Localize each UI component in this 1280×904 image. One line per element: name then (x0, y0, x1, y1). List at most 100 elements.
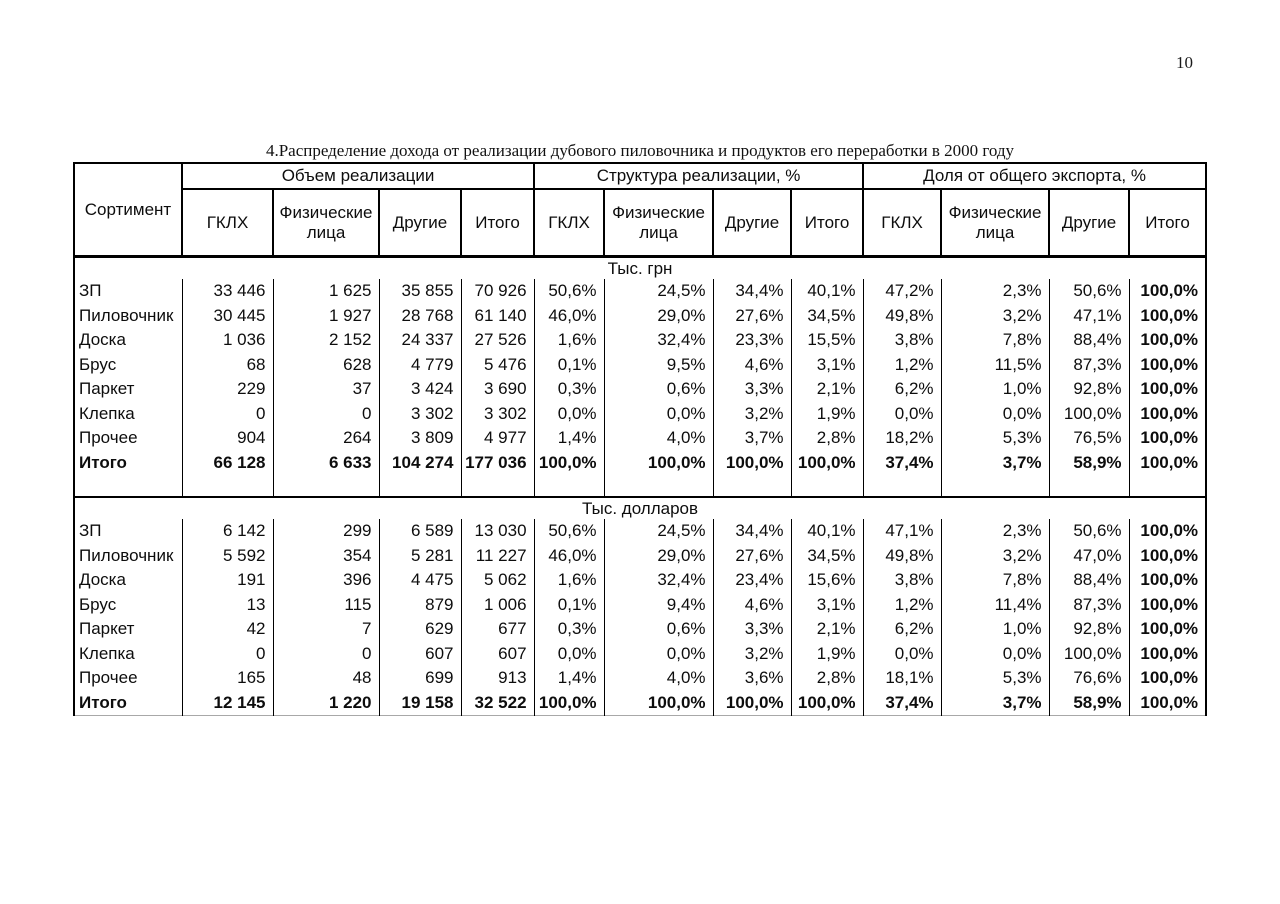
cell-value: 27 526 (460, 328, 535, 353)
table-row: Брус 68 628 4 779 5 476 0,1% 9,5% 4,6% 3,1% 1,2% 1… (74, 352, 1207, 377)
cell-value: 87,3% (1048, 352, 1130, 377)
subcolumn-header: Физические лица (272, 188, 380, 258)
row-label: Брус (74, 352, 183, 377)
row-label: Клепка (74, 641, 183, 666)
cell-value: 9,4% (603, 592, 714, 617)
cell-value: 100,0% (1128, 617, 1207, 642)
subcolumn-header: ГКЛХ (181, 188, 274, 258)
cell-value: 628 (272, 352, 380, 377)
cell-value: 1,9% (790, 641, 864, 666)
subcolumn-header: Итого (790, 188, 865, 258)
cell-value: 2,3% (940, 279, 1050, 304)
subcolumn-header-row: ГКЛХ Физические лица Другие Итого ГКЛХ Физиче… (74, 188, 1208, 258)
cell-value: 50,6% (533, 519, 605, 544)
cell-value: 629 (378, 617, 462, 642)
cell-value: 6,2% (862, 617, 942, 642)
cell-value: 34,5% (790, 543, 864, 568)
row-label: Пиловочник (74, 543, 183, 568)
spacer-cell (790, 475, 864, 498)
cell-value: 100,0% (1128, 303, 1207, 328)
section-label: Тыс. грн (607, 258, 673, 278)
cell-value: 49,8% (862, 303, 942, 328)
cell-value: 0,3% (533, 617, 605, 642)
cell-value: 50,6% (533, 279, 605, 304)
table-row: Итого 12 145 1 220 19 158 32 522 100,0% 100,0%… (74, 690, 1207, 715)
cell-value: 33 446 (181, 279, 274, 304)
cell-value: 3,7% (940, 450, 1050, 475)
cell-value: 100,0% (1128, 279, 1207, 304)
spacer-cell (862, 475, 942, 498)
group-header-export-share: Доля от общего экспорта, % (862, 162, 1208, 190)
cell-value: 47,2% (862, 279, 942, 304)
cell-value: 0 (181, 641, 274, 666)
cell-value: 11,4% (940, 592, 1050, 617)
table-row: Паркет 229 37 3 424 3 690 0,3% 0,6% 3,3% 2,1% 6,2… (74, 377, 1207, 402)
cell-value: 34,5% (790, 303, 864, 328)
cell-value: 100,0% (790, 690, 864, 715)
spacer-cell (1128, 475, 1207, 498)
cell-value: 48 (272, 666, 380, 691)
cell-value: 5 592 (181, 543, 274, 568)
cell-value: 58,9% (1048, 450, 1130, 475)
cell-value: 100,0% (1128, 568, 1207, 593)
cell-value: 37,4% (862, 690, 942, 715)
cell-value: 28 768 (378, 303, 462, 328)
spacer-cell (533, 475, 605, 498)
cell-value: 11,5% (940, 352, 1050, 377)
table-row: Прочее 165 48 699 913 1,4% 4,0% 3,6% 2,8% 18,1% 5,… (74, 666, 1207, 691)
cell-value: 3,2% (940, 303, 1050, 328)
cell-value: 37 (272, 377, 380, 402)
col-header-sortiment: Сортимент (73, 162, 183, 258)
cell-value: 1,9% (790, 401, 864, 426)
cell-value: 354 (272, 543, 380, 568)
cell-value: 4 779 (378, 352, 462, 377)
cell-value: 92,8% (1048, 617, 1130, 642)
cell-value: 229 (181, 377, 274, 402)
cell-value: 87,3% (1048, 592, 1130, 617)
table-row: ЗП 6 142 299 6 589 13 030 50,6% 24,5% 34,4% 40,1… (74, 519, 1207, 544)
cell-value: 47,1% (1048, 303, 1130, 328)
cell-value: 32 522 (460, 690, 535, 715)
cell-value: 100,0% (533, 690, 605, 715)
cell-value: 6 142 (181, 519, 274, 544)
cell-value: 2 152 (272, 328, 380, 353)
subcolumn-header: Другие (1048, 188, 1131, 258)
cell-value: 0,0% (940, 641, 1050, 666)
cell-value: 47,0% (1048, 543, 1130, 568)
cell-value: 50,6% (1048, 279, 1130, 304)
spacer-cell (1048, 475, 1130, 498)
cell-value: 3,3% (712, 377, 792, 402)
table-header: Сортимент Объем реализации Структура реа… (73, 162, 1208, 258)
cell-value: 4 977 (460, 426, 535, 451)
row-label: Клепка (74, 401, 183, 426)
cell-value: 1 625 (272, 279, 380, 304)
cell-value: 6,2% (862, 377, 942, 402)
cell-value: 904 (181, 426, 274, 451)
cell-value: 2,1% (790, 617, 864, 642)
table-row: Пиловочник 30 445 1 927 28 768 61 140 46,0% 29… (74, 303, 1207, 328)
cell-value: 27,6% (712, 303, 792, 328)
cell-value: 0,0% (603, 401, 714, 426)
cell-value: 2,8% (790, 666, 864, 691)
cell-value: 5 062 (460, 568, 535, 593)
cell-value: 879 (378, 592, 462, 617)
cell-value: 34,4% (712, 279, 792, 304)
cell-value: 88,4% (1048, 568, 1130, 593)
cell-value: 115 (272, 592, 380, 617)
table-row: Итого 66 128 6 633 104 274 177 036 100,0% 100,… (74, 450, 1207, 475)
cell-value: 1,4% (533, 426, 605, 451)
cell-value: 42 (181, 617, 274, 642)
spacer-cell (73, 475, 183, 498)
spacer-cell (378, 475, 462, 498)
cell-value: 6 589 (378, 519, 462, 544)
cell-value: 35 855 (378, 279, 462, 304)
cell-value: 0,3% (533, 377, 605, 402)
cell-value: 3,6% (712, 666, 792, 691)
cell-value: 3,1% (790, 592, 864, 617)
cell-value: 0,0% (940, 401, 1050, 426)
cell-value: 58,9% (1048, 690, 1130, 715)
cell-value: 100,0% (712, 450, 792, 475)
cell-value: 1 220 (272, 690, 380, 715)
cell-value: 100,0% (1048, 401, 1130, 426)
